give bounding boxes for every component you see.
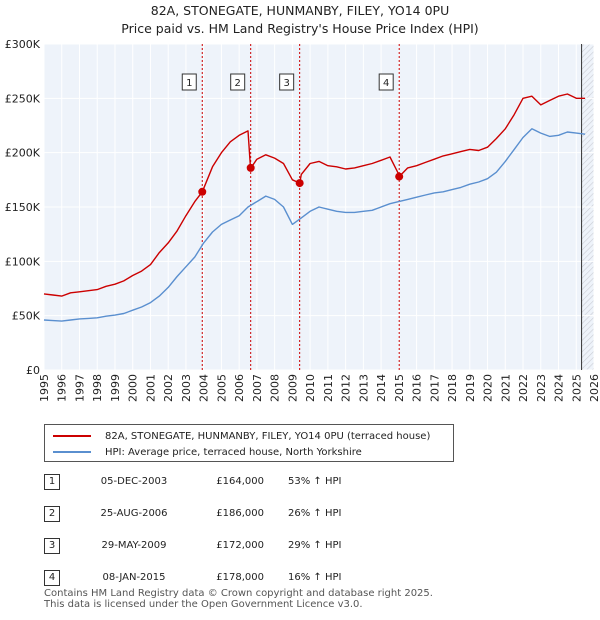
x-tick-label: 2024 (553, 374, 566, 402)
legend-label-hpi: HPI: Average price, terraced house, Nort… (105, 446, 362, 458)
sale-date: 05-DEC-2003 (100, 476, 168, 487)
sale-point (295, 179, 304, 188)
y-tick-label: £100K (5, 255, 41, 268)
y-tick-label: £200K (5, 147, 41, 160)
x-tick-label: 2004 (198, 374, 211, 402)
x-tick-label: 1999 (109, 374, 122, 402)
x-tick-label: 2001 (144, 374, 157, 402)
sale-label-text: 2 (235, 78, 241, 89)
sale-point (395, 172, 404, 181)
x-tick-label: 2014 (375, 374, 388, 402)
sale-price: £172,000 (216, 540, 264, 551)
legend-swatch-property (53, 435, 91, 437)
x-tick-label: 1996 (56, 374, 69, 402)
sale-row: 3 29-MAY-2009 £172,000 29% ↑ HPI (44, 538, 384, 556)
footer-copyright: Contains HM Land Registry data © Crown c… (44, 588, 433, 599)
x-tick-label: 2013 (357, 374, 370, 402)
sale-points (198, 163, 404, 196)
sale-row: 4 08-JAN-2015 £178,000 16% ↑ HPI (44, 570, 384, 588)
chart-title: 82A, STONEGATE, HUNMANBY, FILEY, YO14 0P… (150, 3, 450, 18)
x-tick-label: 2025 (570, 374, 583, 402)
legend-label-property: 82A, STONEGATE, HUNMANBY, FILEY, YO14 0P… (105, 430, 431, 442)
sale-point (246, 163, 255, 172)
sale-label-text: 1 (186, 78, 192, 89)
legend: 82A, STONEGATE, HUNMANBY, FILEY, YO14 0P… (44, 424, 454, 462)
x-tick-label: 2000 (127, 374, 140, 402)
grid-lines (43, 43, 595, 371)
sale-label-box (378, 73, 394, 91)
price-chart: 1 2 3 4 £0 £50K £100K £150K £200K £250K £300K 1995… (5, 38, 600, 402)
sale-price: £164,000 (216, 476, 264, 487)
legend-swatch-hpi (53, 451, 91, 453)
sale-hpi-change: 16% ↑ HPI (288, 572, 342, 583)
sale-label-box (279, 73, 295, 91)
sale-label-box (181, 73, 197, 91)
x-tick-label: 2015 (393, 374, 406, 402)
sale-date: 08-JAN-2015 (102, 572, 166, 583)
sale-date: 25-AUG-2006 (100, 508, 168, 519)
x-tick-label: 2016 (411, 374, 424, 402)
y-tick-label: £0 (26, 364, 40, 377)
x-tick-label: 2012 (340, 374, 353, 402)
x-tick-label: 2009 (286, 374, 299, 402)
x-tick-label: 1997 (73, 374, 86, 402)
sale-date: 29-MAY-2009 (101, 540, 167, 551)
sale-row: 2 25-AUG-2006 £186,000 26% ↑ HPI (44, 506, 384, 524)
sale-number-badge: 1 (44, 474, 60, 490)
series-lines (43, 93, 586, 322)
y-tick-label: £300K (5, 38, 41, 51)
sale-label-box (230, 73, 246, 91)
sale-price: £186,000 (216, 508, 264, 519)
sale-row: 1 05-DEC-2003 £164,000 53% ↑ HPI (44, 474, 384, 492)
sale-number-badge: 2 (44, 506, 60, 522)
x-tick-label: 2011 (322, 374, 335, 402)
x-tick-label: 1995 (38, 374, 51, 402)
legend-item-property: 82A, STONEGATE, HUNMANBY, FILEY, YO14 0P… (53, 428, 430, 444)
sale-hpi-change: 29% ↑ HPI (288, 540, 342, 551)
y-tick-label: £50K (12, 310, 41, 323)
x-tick-label: 2022 (517, 374, 530, 402)
y-tick-label: £150K (5, 201, 41, 214)
sale-labels: 1 2 3 4 (181, 73, 394, 91)
sale-hpi-change: 53% ↑ HPI (288, 476, 342, 487)
footer: Contains HM Land Registry data © Crown c… (44, 588, 433, 610)
x-tick-label: 2018 (446, 374, 459, 402)
sale-label-text: 3 (283, 78, 289, 89)
x-tick-label: 2023 (535, 374, 548, 402)
footer-licence: This data is licensed under the Open Gov… (44, 599, 363, 610)
x-tick-label: 2005 (215, 374, 228, 402)
x-tick-label: 2021 (499, 374, 512, 402)
x-tick-label: 2010 (304, 374, 317, 402)
x-tick-label: 2002 (162, 374, 175, 402)
x-tick-label: 2003 (180, 374, 193, 402)
chart-title-block: 82A, STONEGATE, HUNMANBY, FILEY, YO14 0P… (0, 2, 600, 38)
x-tick-label: 2026 (588, 374, 600, 402)
y-tick-label: £250K (5, 92, 41, 105)
x-tick-label: 2008 (269, 374, 282, 402)
chart-subtitle: Price paid vs. HM Land Registry's House … (121, 21, 479, 36)
sale-point (198, 187, 207, 196)
axes: £0 £50K £100K £150K £200K £250K £300K 1995 1996 1… (5, 38, 600, 402)
sale-price: £178,000 (216, 572, 264, 583)
sale-number-badge: 4 (44, 570, 60, 586)
x-tick-label: 2017 (428, 374, 441, 402)
x-tick-label: 2020 (482, 374, 495, 402)
x-tick-label: 2019 (464, 374, 477, 402)
sale-label-text: 4 (383, 78, 389, 89)
x-tick-label: 2007 (251, 374, 264, 402)
x-tick-label: 1998 (91, 374, 104, 402)
series-line-property (43, 93, 586, 297)
series-line-hpi (43, 128, 586, 322)
legend-item-hpi: HPI: Average price, terraced house, Nort… (53, 444, 362, 460)
sale-hpi-change: 26% ↑ HPI (288, 508, 342, 519)
sale-number-badge: 3 (44, 538, 60, 554)
x-tick-label: 2006 (233, 374, 246, 402)
